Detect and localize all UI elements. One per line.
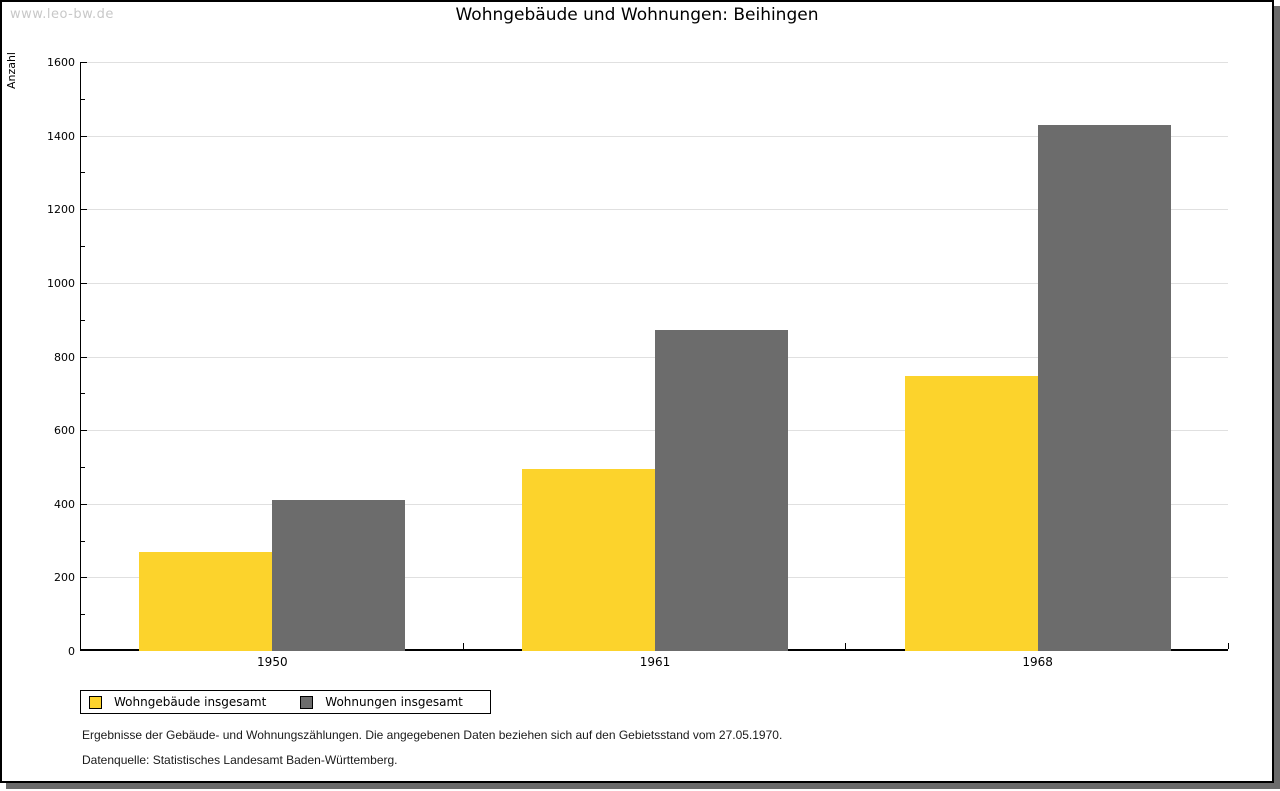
y-axis-minor-tick	[81, 466, 85, 468]
bar-1961-series0	[522, 468, 655, 651]
y-axis-major-tick	[81, 577, 87, 579]
y-axis-major-tick	[81, 135, 87, 137]
bar-1968-series0	[904, 376, 1038, 651]
x-tick-label-1968: 1968	[1022, 655, 1053, 669]
y-axis-minor-tick	[81, 540, 85, 542]
legend-swatch-wohngebaeude	[89, 695, 102, 709]
bar-1950-series0	[139, 552, 273, 651]
x-tick-label-1950: 1950	[257, 655, 288, 669]
y-axis-minor-tick	[81, 393, 85, 395]
y-axis-title: Anzahl	[5, 52, 18, 90]
y-tick-label-200: 200	[54, 571, 75, 585]
y-axis-minor-tick	[81, 614, 85, 616]
chart-title: Wohngebäude und Wohnungen: Beihingen	[455, 5, 819, 25]
legend: Wohngebäude insgesamt Wohnungen insgesam…	[80, 690, 491, 714]
gridline	[81, 209, 1228, 211]
watermark: www.leo-bw.de	[10, 7, 114, 22]
y-tick-label-1000: 1000	[47, 276, 75, 290]
y-tick-label-400: 400	[54, 497, 75, 511]
gridline	[81, 356, 1228, 358]
legend-label-wohnungen: Wohnungen insgesamt	[325, 695, 463, 709]
gridline	[81, 282, 1228, 284]
y-tick-label-600: 600	[54, 424, 75, 438]
y-axis-major-tick	[81, 356, 87, 358]
bar-1961-series1	[655, 330, 788, 651]
legend-label-wohngebaeude: Wohngebäude insgesamt	[114, 695, 267, 709]
y-axis-major-tick	[81, 503, 87, 505]
y-axis-major-tick	[81, 430, 87, 432]
y-tick-label-0: 0	[68, 645, 75, 658]
bar-1950-series1	[272, 499, 406, 651]
bar-1968-series1	[1037, 125, 1171, 651]
legend-swatch-wohnungen	[300, 695, 314, 709]
y-axis-major-tick	[81, 282, 87, 284]
y-tick-label-1600: 1600	[47, 56, 75, 69]
y-axis-major-tick	[81, 650, 87, 651]
y-axis-minor-tick	[81, 319, 85, 321]
footnote-datenquelle: Datenquelle: Statistisches Landesamt Bad…	[82, 753, 398, 767]
gridline	[81, 430, 1228, 432]
y-tick-label-1200: 1200	[47, 203, 75, 217]
gridline	[81, 62, 1228, 63]
y-axis-minor-tick	[81, 246, 85, 248]
x-axis-tick	[845, 643, 847, 649]
y-axis-major-tick	[81, 62, 87, 63]
gridline	[81, 135, 1228, 137]
y-axis-major-tick	[81, 209, 87, 211]
y-tick-label-1400: 1400	[47, 129, 75, 143]
x-axis-tick	[1228, 643, 1229, 649]
plot-area: 1950 1961 1968 0 200 400 600 800 1000 1200 1400 160…	[47, 56, 1229, 669]
y-tick-label-800: 800	[54, 350, 75, 364]
x-tick-label-1961: 1961	[639, 655, 671, 669]
y-axis-minor-tick	[81, 98, 85, 100]
x-axis-tick	[462, 643, 464, 649]
y-axis-minor-tick	[81, 172, 85, 174]
footnote-gebietsstand: Ergebnisse der Gebäude- und Wohnungszähl…	[82, 728, 783, 742]
